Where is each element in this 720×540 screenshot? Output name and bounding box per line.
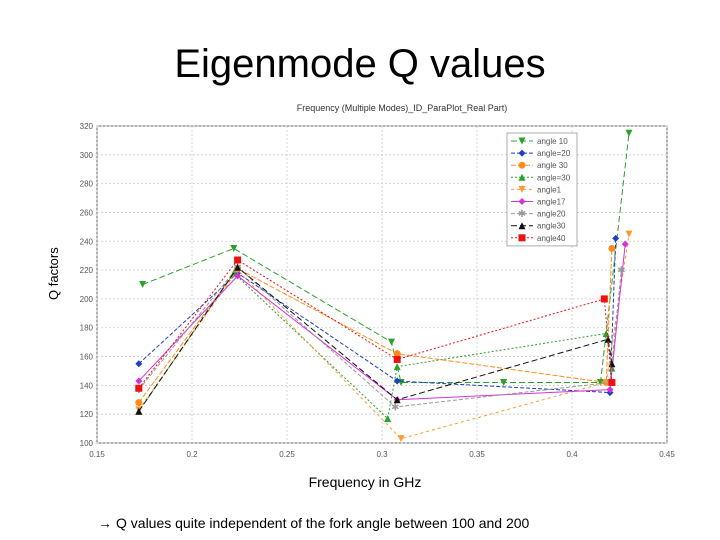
data-point	[230, 244, 238, 252]
x-tick-label: 0.3	[376, 450, 388, 459]
chart-title: Frequency (Multiple Modes)_ID_ParaPlot_R…	[297, 103, 508, 113]
data-point	[135, 384, 143, 392]
data-point	[625, 129, 633, 137]
series-1	[139, 129, 633, 386]
data-point	[602, 378, 610, 386]
legend-label: angle 10	[537, 137, 568, 146]
data-point	[393, 363, 401, 371]
y-tick-label: 100	[80, 439, 94, 448]
legend-label: angle=20	[537, 149, 571, 158]
legend-marker: ✱	[518, 209, 526, 220]
y-tick-label: 320	[80, 122, 94, 131]
data-point	[602, 329, 610, 337]
y-tick-label: 220	[80, 266, 94, 275]
x-tick-label: 0.15	[89, 450, 105, 459]
data-point	[234, 256, 242, 264]
data-point	[625, 230, 633, 238]
legend-label: angle17	[537, 198, 566, 207]
data-point	[612, 234, 620, 242]
x-tick-label: 0.45	[659, 450, 675, 459]
x-tick-label: 0.35	[469, 450, 485, 459]
legend-label: angle20	[537, 210, 566, 219]
data-point	[388, 338, 395, 346]
legend-marker	[518, 198, 526, 205]
series-9	[135, 256, 616, 392]
data-point	[135, 377, 143, 385]
y-tick-label: 200	[80, 295, 94, 304]
y-tick-label: 120	[80, 410, 94, 419]
legend-label: angle30	[537, 222, 566, 231]
y-axis-label: Q factors	[46, 247, 61, 300]
legend-label: angle 30	[537, 161, 568, 170]
slide-note: → Q values quite independent of the fork …	[98, 515, 529, 531]
x-tick-label: 0.4	[566, 450, 578, 459]
series-line	[138, 233, 630, 440]
data-point	[393, 350, 401, 358]
data-point	[393, 377, 401, 385]
legend: angle 10 angle=20 angle 30 angle=30 angle1 an…	[506, 132, 578, 247]
data-point	[608, 244, 616, 252]
data-point: ✱	[391, 402, 399, 413]
y-tick-label: 300	[80, 151, 94, 160]
data-point	[600, 295, 608, 303]
y-tick-label: 240	[80, 237, 94, 246]
data-point	[135, 360, 143, 368]
data-point	[621, 240, 629, 248]
data-point	[135, 407, 143, 415]
data-point	[397, 435, 405, 443]
legend-label: angle=30	[537, 173, 571, 182]
data-point	[234, 272, 242, 280]
slide-title: Eigenmode Q values	[174, 42, 546, 86]
note-text: Q values quite independent of the fork a…	[116, 515, 530, 531]
legend-marker	[518, 149, 526, 157]
arrow-right-icon: →	[98, 515, 112, 531]
data-point	[500, 378, 508, 386]
data-point	[135, 399, 143, 407]
y-tick-label: 260	[80, 208, 94, 217]
legend-label: angle1	[537, 185, 562, 194]
y-tick-label: 140	[80, 381, 94, 390]
legend-label: angle40	[537, 234, 566, 243]
data-point	[393, 396, 401, 404]
legend-marker	[518, 161, 526, 169]
data-point	[384, 415, 392, 423]
legend-marker	[518, 234, 526, 242]
data-point	[234, 263, 242, 271]
legend-marker	[518, 173, 526, 181]
x-tick-label: 0.25	[279, 450, 295, 459]
series-8	[135, 263, 616, 415]
data-point	[139, 281, 147, 288]
data-point	[606, 386, 614, 394]
data-point	[604, 335, 612, 343]
legend-marker	[518, 137, 526, 145]
series-line	[138, 266, 622, 408]
data-point	[393, 355, 401, 363]
y-tick-label: 180	[80, 324, 94, 333]
x-tick-label: 0.2	[186, 450, 198, 459]
legend-marker	[518, 185, 526, 193]
data-point	[597, 378, 604, 386]
legend-marker	[518, 222, 526, 230]
y-tick-label: 280	[80, 180, 94, 189]
data-point: ✱	[617, 266, 625, 277]
data-point	[608, 378, 616, 386]
x-axis-label: Frequency in GHz	[308, 474, 422, 490]
y-tick-label: 160	[80, 353, 94, 362]
